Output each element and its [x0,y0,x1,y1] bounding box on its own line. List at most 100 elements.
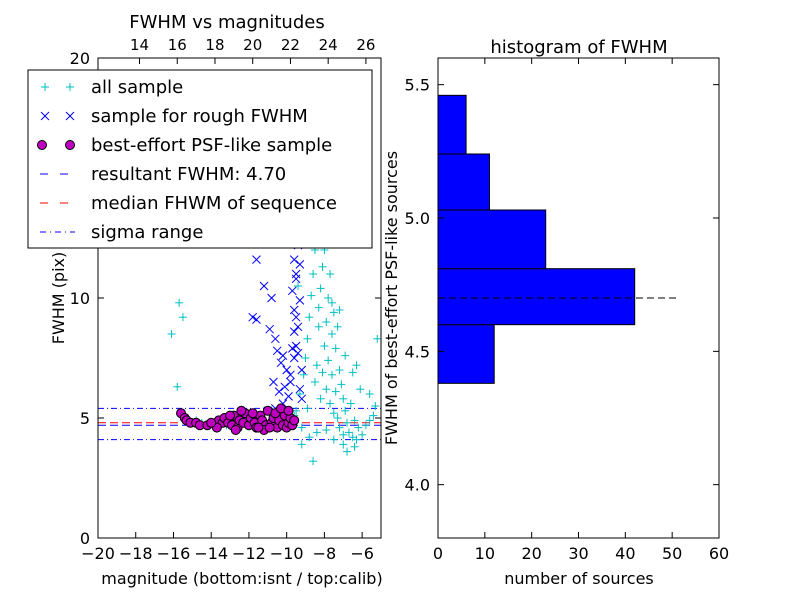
circle-point [206,417,217,428]
legend-label: all sample [91,77,183,98]
circle-point [230,425,241,435]
plus-point [326,399,335,408]
left-x-tick-label: −20 [81,544,115,563]
plus-point [333,322,342,331]
legend-entry: median FHWM of sequence [40,193,337,214]
plus-point [344,428,353,437]
legend-entry: sigma range [40,222,203,243]
right-y-tick-label: 4.0 [405,476,430,495]
right-y-axis-label: FWHM of best-effort PSF-like sources [382,151,401,445]
right-x-tick-label: 20 [521,544,541,563]
left-x-tick-label: −8 [313,544,337,563]
plus-point [303,334,312,343]
left-y-tick-label: 0 [80,529,90,548]
x-point [291,312,301,322]
plus-point [335,366,344,374]
plus-point [346,399,355,408]
plus-point [343,447,352,456]
left-top-tick-label: 20 [243,36,262,54]
plus-point [373,334,382,343]
plus-point [331,387,340,396]
plus-point [329,409,338,418]
plus-point [369,411,378,420]
legend-label: sigma range [91,222,203,243]
legend-label: resultant FWHM: 4.70 [91,164,286,185]
circle-point [289,415,300,426]
plus-point [305,313,314,322]
x-point [289,305,299,315]
plus-point [327,330,336,338]
plus-point [309,457,318,466]
circle-point [283,405,294,416]
x-point [291,341,301,351]
fwhm-histogram-plot: 0 10 20 30 40 50 60 4.0 4.5 5.0 5.5 histogram of F… [382,37,729,588]
left-y-tick-label: 5 [80,409,90,428]
plus-point [341,351,350,360]
plus-point [350,416,359,425]
plus-point [305,433,314,442]
legend-entry: best-effort PSF-like sample [37,135,332,156]
x-point [295,384,305,394]
x-point [289,353,299,363]
plus-point [337,380,346,389]
histogram-bar [437,324,495,384]
legend-label: sample for rough FWHM [91,106,308,127]
plus-point [335,306,344,314]
histogram-bar [437,94,467,155]
plus-point [354,423,363,432]
left-top-tick-label: 26 [356,36,375,54]
plus-point [322,385,331,394]
plus-point [297,440,306,449]
right-plot-border [437,57,720,539]
x-point [297,394,307,404]
plus-point [335,423,344,432]
legend: all sample sample for rough FWHM best-effo… [27,69,373,249]
left-x-tick-label: −16 [157,544,191,563]
plus-point [352,435,361,444]
circle-point [236,405,247,416]
histogram-bar [437,153,491,211]
histogram-bar [437,209,547,270]
left-x-tick-label: −18 [119,544,153,563]
circle-point [253,422,264,433]
right-y-tick-label: 5.5 [405,76,430,95]
left-y-tick-label: 20 [70,49,90,68]
plus-point [329,435,338,444]
plus-point [339,394,348,403]
plus-point [350,442,359,451]
left-y-tick-label: 10 [70,289,90,308]
right-axis-ticks: 0 10 20 30 40 50 60 4.0 4.5 5.0 5.5 [405,58,729,563]
x-point [289,255,299,264]
plus-point [324,356,333,365]
x-point [248,312,258,322]
plus-point [352,361,361,370]
left-y-axis-label: FWHM (pix) [49,252,68,345]
plus-point [333,414,342,422]
plus-point [303,404,312,413]
x-point [286,377,295,387]
right-y-tick-label: 4.5 [405,342,430,361]
x-point [259,281,269,291]
right-x-tick-label: 30 [568,544,588,563]
left-x-tick-label: −10 [270,544,304,563]
plus-point [66,83,74,91]
x-point [65,111,75,121]
fwhm-vs-magnitude-plot: −20 −18 −16 −14 −12 −10 −8 −6 14 16 18 20 22 24 26 0 5 10… [27,12,383,588]
plus-point [173,382,182,391]
plus-point [314,322,323,331]
x-point [265,324,275,334]
plus-point [310,378,319,386]
x-point [40,111,50,121]
plus-point [297,423,306,432]
histogram-bars [437,94,636,384]
left-top-tick-label: 18 [205,36,224,54]
x-point [272,346,282,356]
x-point [282,365,292,375]
plus-point [361,421,370,430]
plus-point [331,344,340,353]
left-x-axis-label: magnitude (bottom:isnt / top:calib) [101,569,382,588]
plus-point [320,342,329,350]
left-scatter-points [167,236,382,466]
x-point [287,344,297,353]
right-chart-title: histogram of FWHM [490,37,667,58]
